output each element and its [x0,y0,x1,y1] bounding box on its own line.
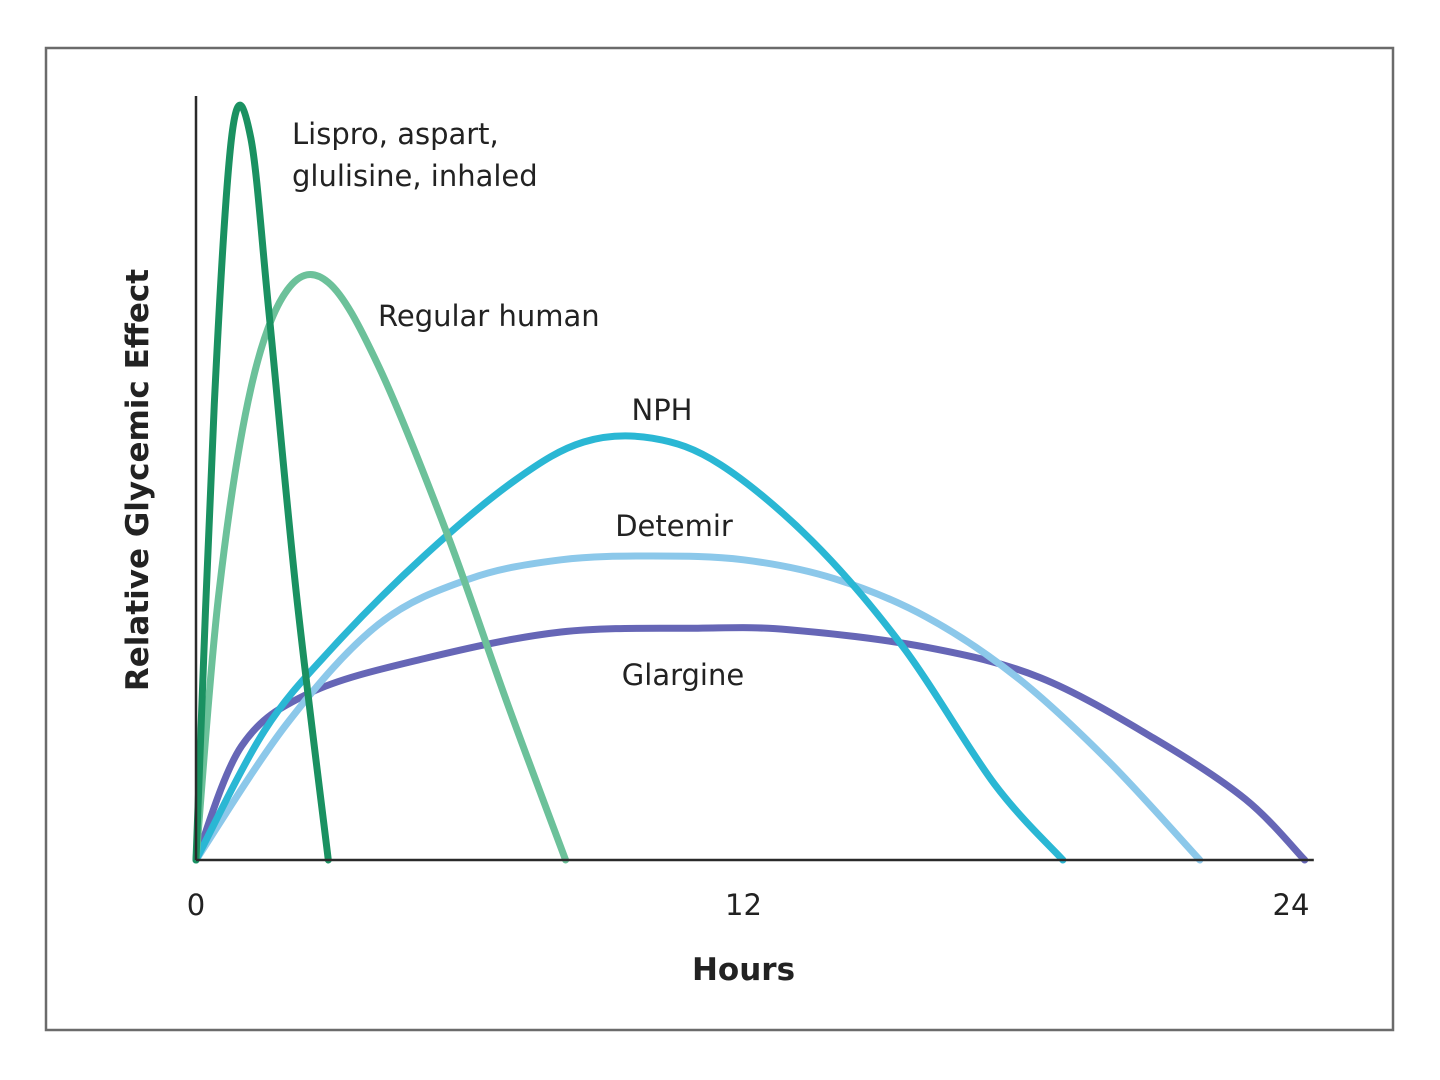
x-axis-title: Hours [692,952,795,988]
curve-detemir [192,552,1204,864]
curves-layer [192,101,1309,864]
x-tick-label-0: 0 [187,888,205,922]
series-label-detemir: Detemir [615,509,733,543]
figure-frame [44,46,1395,1032]
y-axis-title: Relative Glycemic Effect [120,269,156,691]
series-label-glargine: Glargine [622,658,744,692]
x-tick-labels: 0 12 24 [187,888,1310,922]
series-label-lispro-aspart-glulisine-inhaled-line-2: glulisine, inhaled [292,159,538,193]
curve-lispro-aspart-glulisine-inhaled [192,101,332,864]
curve-nph [192,432,1067,864]
x-tick-label-12: 12 [725,888,762,922]
series-label-nph: NPH [632,393,693,427]
x-tick-label-24: 24 [1273,888,1310,922]
curve-glargine [192,624,1309,864]
curve-regular-human [192,271,570,864]
series-labels: Lispro, aspart, glulisine, inhaled Regular… [292,117,744,692]
series-label-lispro-aspart-glulisine-inhaled-line-1: Lispro, aspart, [292,117,499,151]
series-label-regular-human: Regular human [378,299,600,333]
